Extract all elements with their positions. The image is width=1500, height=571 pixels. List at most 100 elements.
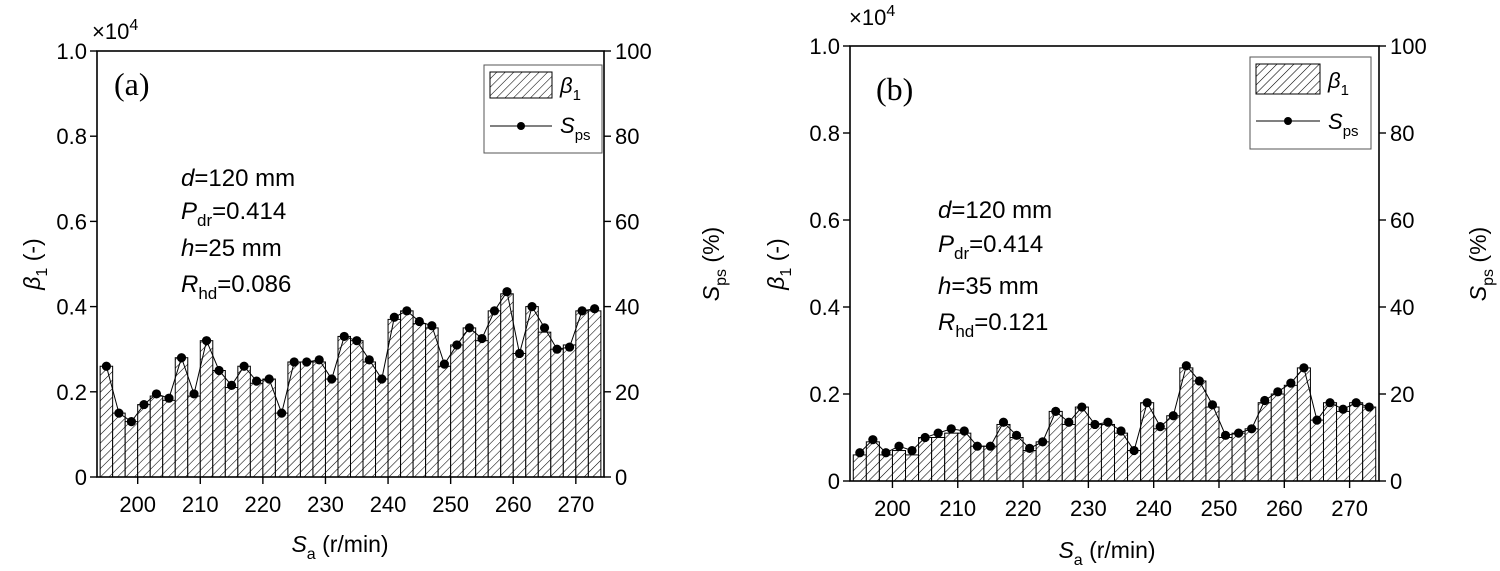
x-tick-label: 260 [1266,496,1303,521]
beta1-bar [1283,384,1298,482]
x-axis-label: Sa (r/min) [1058,537,1155,569]
beta1-bar [1100,423,1115,482]
sps-point [1260,395,1270,406]
sps-point [527,302,537,312]
beta1-bar [350,340,364,478]
right-y-tick-label: 100 [1390,34,1427,59]
beta1-bar [1218,437,1233,482]
beta1-bar [487,310,502,478]
sps-series-line [859,364,1370,454]
beta1-bar [957,432,972,482]
beta1-bar [174,357,189,478]
sps-point [1090,419,1100,430]
sps-point [502,287,512,297]
beta1-bar [562,344,577,478]
annotation-h: h=35 mm [938,273,1039,300]
beta1-bar [525,306,539,478]
beta1-bar [274,412,289,478]
sps-point [239,361,249,371]
sps-point [327,374,337,384]
beta1-bar [137,404,151,478]
right-y-tick-label: 20 [1390,382,1414,407]
left-y-tick-label: 0.2 [56,380,87,405]
sps-point [998,417,1009,427]
sps-point [389,312,399,322]
beta1-bar [1114,432,1129,482]
beta1-bar [187,395,201,478]
sps-point [1325,398,1335,408]
beta1-bar [865,441,880,482]
sps-point [1064,417,1074,427]
x-tick-label: 200 [119,492,156,517]
beta1-bar [1336,410,1351,482]
sps-point [1247,424,1257,434]
right-y-tick-label: 80 [615,124,639,149]
beta1-bar [983,445,998,482]
x-tick-label: 250 [1201,496,1238,521]
sps-point [972,441,982,451]
beta1-bar [1192,380,1207,482]
beta1-bar [1205,406,1220,482]
panel-label: (b) [876,71,913,107]
beta1-bar [905,454,920,482]
left-y-tick-label: 0.8 [56,124,87,149]
annotation-d: d=120 mm [938,197,1052,224]
sps-point [364,355,374,365]
sps-point [1338,404,1348,414]
sps-point [452,340,462,350]
beta1-bars [99,293,602,478]
sps-point [1155,422,1165,432]
sps-series-line [105,290,595,423]
legend-sps-label: Sps [1328,109,1359,140]
beta1-bars [852,367,1377,482]
x-tick-label: 270 [557,492,594,517]
sps-point [552,344,562,354]
sps-point [151,389,162,399]
sps-point [1194,376,1204,386]
beta1-bar [944,432,959,482]
exponent-label: ×104 [849,3,895,30]
sps-point [302,357,312,367]
beta1-bar [1061,423,1076,482]
beta1-bar [918,437,933,482]
annotation-d: d=120 mm [181,165,295,192]
left-y-tick-label: 0.6 [809,208,840,233]
right-y-axis-label: Sps (%) [1465,227,1497,301]
exponent-label: ×104 [92,17,138,44]
sps-point [1181,361,1191,371]
sps-point [1207,400,1218,410]
right-y-tick-label: 40 [615,295,639,320]
beta1-bar [262,378,276,478]
beta1-bar [400,310,414,478]
sps-point [894,441,904,451]
sps-point [139,399,149,410]
sps-point [439,359,449,369]
right-y-tick-label: 0 [615,465,627,490]
beta1-bar [1009,437,1024,482]
x-tick-label: 200 [874,496,911,521]
sps-point [1273,387,1283,397]
sps-point [352,336,362,346]
sps-point [277,408,287,418]
sps-point [907,445,917,456]
legend-sps-marker [517,122,525,130]
beta1-bar [550,348,564,478]
sps-point [1233,428,1244,438]
sps-point [189,389,199,399]
legend-beta1-label: β1 [1327,68,1349,99]
beta1-bar [1244,428,1259,482]
beta1-bar [237,365,251,478]
beta1-bar [1257,402,1272,482]
beta1-bar [324,378,339,478]
beta1-bar [1035,441,1050,482]
sps-point [590,304,600,314]
sps-point [1011,430,1022,440]
chart-panel-a: (a) 200 210 220 230 240 250 260 270 00.20.40.60… [19,17,730,563]
sps-point [1286,378,1296,388]
beta1-bar [212,370,226,478]
beta1-bar [425,327,439,478]
beta1-bar [1140,402,1155,482]
left-y-tick-label: 0.4 [56,295,87,320]
beta1-bar [1270,393,1285,482]
beta1-bar [387,318,402,478]
